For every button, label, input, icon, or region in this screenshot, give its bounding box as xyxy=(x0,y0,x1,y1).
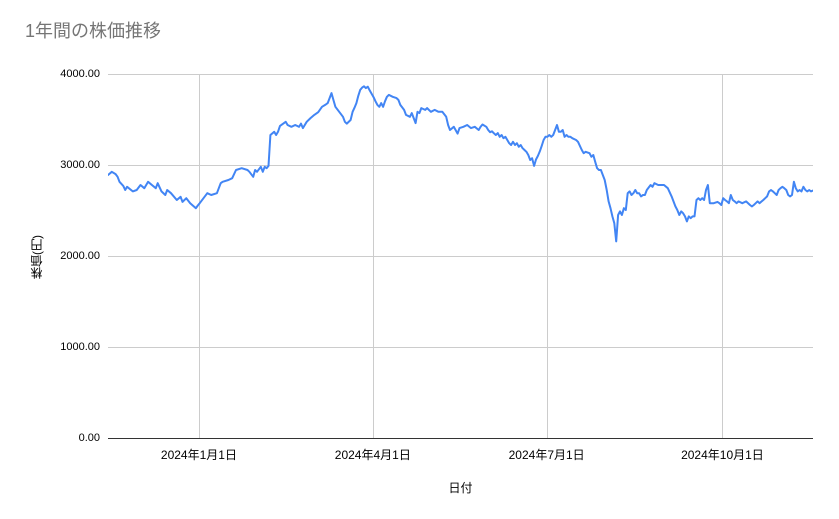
y-tick-label: 0.00 xyxy=(78,432,100,444)
y-tick-label: 2000.00 xyxy=(60,250,100,262)
chart-canvas xyxy=(108,74,813,439)
x-tick-label: 2024年4月1日 xyxy=(334,448,411,462)
x-tick-label: 2024年10月1日 xyxy=(681,448,764,462)
price-line xyxy=(108,85,813,243)
x-tick-label: 2024年7月1日 xyxy=(508,448,585,462)
y-tick-label: 3000.00 xyxy=(60,159,100,171)
x-axis-title: 日付 xyxy=(448,481,473,495)
y-axis-labels: 0.00 1000.00 2000.00 3000.00 4000.00 xyxy=(0,68,100,444)
x-axis-labels: 2024年1月1日 2024年4月1日 2024年7月1日 2024年10月1日 xyxy=(108,446,813,462)
x-tick-label: 2024年1月1日 xyxy=(160,448,237,462)
y-tick-label: 4000.00 xyxy=(60,68,100,80)
chart-title: 1年間の株価推移 xyxy=(25,21,162,41)
y-tick-label: 1000.00 xyxy=(60,341,100,353)
